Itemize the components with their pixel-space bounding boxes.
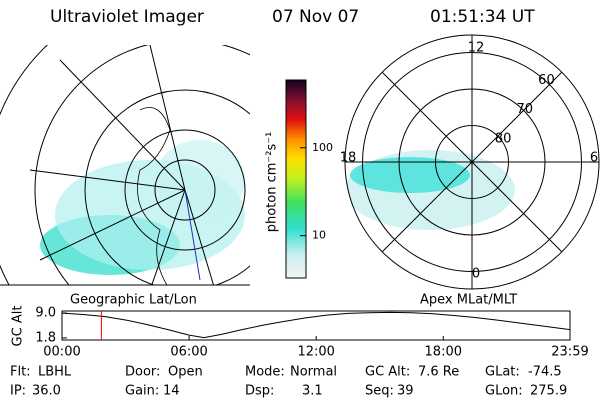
info-label: GC Alt:: [365, 365, 410, 380]
colorbar-tick-label: 100: [312, 141, 333, 154]
info-value: 36.0: [32, 384, 61, 399]
x-tick-label: 06:00: [170, 345, 207, 360]
info-label: Flt:: [10, 365, 31, 380]
info-label: Seq:: [365, 384, 394, 399]
info-value: LBHL: [38, 365, 72, 380]
geographic-map: [0, 45, 250, 285]
info-label: Mode:: [245, 365, 285, 380]
info-value: Normal: [290, 365, 337, 380]
y-tick-label: 1.8: [35, 330, 56, 345]
lat-label: 80: [495, 132, 512, 147]
lat-label: 60: [538, 73, 555, 88]
apex-polar-plot: [344, 34, 600, 290]
altitude-frame: [61, 310, 571, 341]
info-value: 14: [163, 384, 180, 399]
right-panel-label: Apex MLat/MLT: [420, 293, 517, 308]
mlt-label: 0: [472, 267, 480, 282]
info-label: Door:: [125, 365, 160, 380]
info-value: 275.9: [530, 384, 567, 399]
info-value: 39: [397, 384, 414, 399]
info-label: Gain:: [125, 384, 159, 399]
info-label: GLon:: [485, 384, 523, 399]
x-tick-label: 23:59: [551, 345, 588, 360]
colorbar-label: photon cm⁻²s⁻¹: [265, 132, 280, 233]
mlt-label: 12: [468, 41, 485, 56]
lat-ring: [435, 125, 509, 199]
title: Ultraviolet Imager: [50, 7, 204, 27]
mlt-label: 18: [340, 151, 357, 166]
left-panel-label: Geographic Lat/Lon: [70, 293, 197, 308]
info-value: 7.6 Re: [418, 365, 459, 380]
info-value: 3.1: [302, 384, 323, 399]
mlt-label: 6: [590, 151, 598, 166]
time: 01:51:34 UT: [430, 7, 535, 27]
altitude-line: [61, 311, 571, 339]
lat-label: 70: [517, 102, 534, 117]
info-label: IP:: [10, 384, 26, 399]
info-value: Open: [168, 365, 203, 380]
lat-ring: [362, 52, 582, 272]
info-label: GLat:: [485, 365, 520, 380]
x-tick-label: 00:00: [43, 345, 80, 360]
info-value: -74.5: [528, 365, 562, 380]
x-tick-label: 18:00: [425, 345, 462, 360]
altitude-label: GC Alt: [11, 306, 26, 347]
x-tick-label: 12:00: [297, 345, 334, 360]
lat-ring: [398, 88, 546, 236]
colorbar: [285, 79, 307, 279]
date: 07 Nov 07: [272, 7, 359, 27]
y-tick-label: 9.0: [35, 306, 56, 321]
info-label: Dsp:: [245, 384, 274, 399]
colorbar-tick-label: 10: [312, 229, 326, 242]
